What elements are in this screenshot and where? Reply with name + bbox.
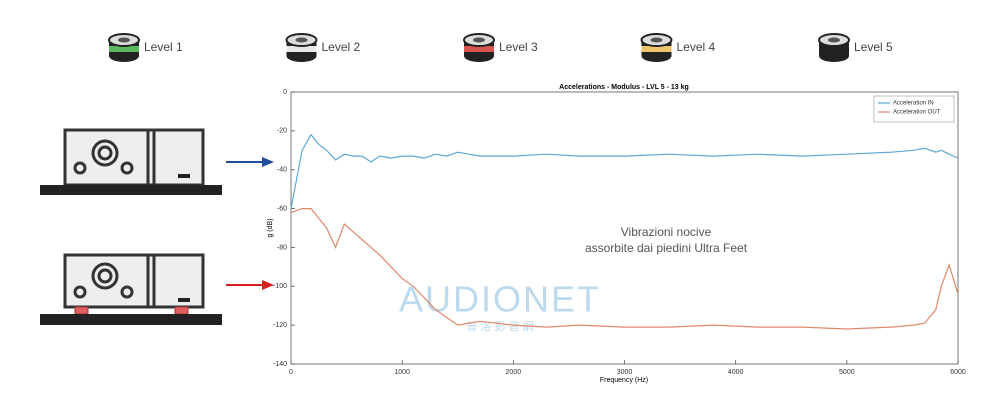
- icon-hole: [828, 37, 840, 43]
- y-tick-label: -80: [277, 244, 287, 251]
- device-ultra-feet: [40, 253, 222, 325]
- level-label: Level 1: [144, 40, 183, 54]
- level-label: Level 2: [322, 40, 361, 54]
- device-plain: [40, 128, 222, 195]
- x-tick-label: 1000: [394, 369, 410, 376]
- y-tick-label: -120: [273, 322, 287, 329]
- icon-band: [286, 46, 317, 52]
- level-label: Level 5: [854, 40, 893, 54]
- x-axis-label: Frequency (Hz): [600, 377, 648, 384]
- level-label: Level 4: [677, 40, 716, 54]
- y-tick-label: -20: [277, 128, 287, 135]
- watermark-title: AUDIONET: [399, 279, 601, 320]
- y-tick-label: 0: [283, 89, 287, 96]
- x-tick-label: 5000: [839, 369, 855, 376]
- x-tick-label: 2000: [506, 369, 522, 376]
- level-icon: [463, 33, 495, 62]
- level-icon: [285, 33, 318, 62]
- y-tick-label: -60: [277, 205, 287, 212]
- arrow-blue: [226, 157, 274, 167]
- icon-hole: [295, 37, 308, 43]
- level-icon: [818, 33, 850, 62]
- y-tick-label: -100: [273, 283, 287, 290]
- legend-box: [873, 95, 955, 123]
- legend-label: Acceleration OUT: [893, 110, 941, 116]
- icon-hole: [473, 37, 485, 43]
- watermark-subtitle: 普 洛 影 音 網: [466, 319, 533, 333]
- icon-band: [819, 46, 849, 52]
- annotation: Vibrazioni nocive: [621, 225, 712, 239]
- level-icon: [640, 33, 673, 62]
- x-tick-label: 0: [289, 369, 293, 376]
- y-axis-label: g (dB): [267, 218, 274, 237]
- level-label: Level 3: [499, 40, 538, 54]
- annotation: assorbite dai piedini Ultra Feet: [585, 241, 748, 255]
- y-tick-label: -40: [277, 167, 287, 174]
- icon-hole: [650, 37, 663, 43]
- chart-title: Accelerations - Modulus - LVL 5 - 13 kg: [559, 84, 689, 91]
- series-line: [290, 208, 959, 330]
- x-tick-label: 4000: [728, 369, 744, 376]
- series-line: [290, 133, 959, 209]
- legend-label: Acceleration IN: [893, 101, 934, 107]
- arrow-red: [226, 280, 274, 290]
- icon-band: [464, 46, 494, 52]
- x-tick-label: 3000: [617, 369, 633, 376]
- x-tick-label: 6000: [950, 369, 966, 376]
- icon-band: [109, 46, 139, 52]
- y-tick-label: -140: [273, 361, 287, 368]
- icon-hole: [118, 37, 130, 43]
- level-icon: [108, 33, 140, 62]
- icon-band: [641, 46, 672, 52]
